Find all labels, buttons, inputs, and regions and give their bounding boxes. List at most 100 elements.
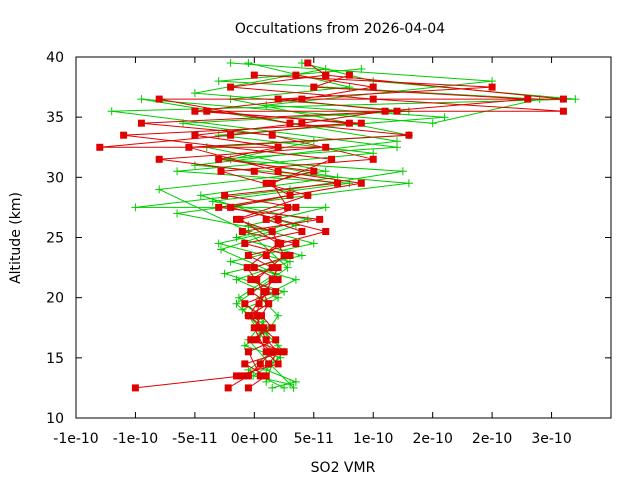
data-point: [488, 83, 496, 91]
data-point: [221, 191, 229, 199]
data-point: [244, 372, 252, 380]
data-point: [345, 71, 353, 79]
data-point: [292, 240, 300, 247]
data-point: [262, 348, 270, 356]
data-point: [244, 59, 253, 67]
data-point: [274, 264, 282, 272]
data-point: [256, 360, 264, 368]
data-point: [243, 264, 251, 272]
data-point: [268, 276, 276, 284]
data-point: [265, 360, 273, 368]
data-point: [274, 348, 282, 356]
data-point: [173, 209, 182, 218]
data-point: [284, 203, 292, 211]
data-point: [322, 228, 330, 235]
data-point: [215, 155, 223, 163]
x-tick-label: 3e-10: [531, 431, 571, 447]
data-point: [268, 264, 276, 272]
data-point: [274, 360, 282, 368]
data-point: [559, 95, 567, 103]
data-point: [292, 203, 300, 211]
data-point: [253, 336, 261, 344]
data-point: [393, 107, 401, 115]
data-point: [250, 71, 258, 79]
data-point: [262, 101, 271, 110]
chart-title: Occultations from 2026-04-04: [235, 21, 445, 37]
data-point: [265, 300, 273, 308]
data-point: [440, 113, 449, 122]
series-line: [157, 62, 409, 383]
data-point: [232, 299, 241, 308]
y-axis-label: Altitude (km): [8, 192, 24, 284]
data-point: [321, 203, 330, 212]
data-point: [244, 348, 252, 356]
y-tick-label: 30: [46, 170, 64, 186]
data-point: [268, 228, 276, 235]
y-tick-label: 10: [46, 411, 64, 427]
data-point: [214, 239, 223, 248]
y-tick-label: 25: [46, 231, 64, 247]
data-point: [316, 215, 324, 223]
data-point: [203, 107, 211, 115]
data-point: [227, 83, 235, 91]
data-point: [393, 137, 401, 146]
data-point: [155, 185, 164, 194]
data-point: [262, 336, 270, 344]
data-point: [131, 203, 140, 212]
data-point: [260, 288, 268, 296]
data-point: [253, 312, 261, 320]
series-line: [141, 74, 493, 377]
data-point: [322, 143, 330, 151]
data-point: [260, 324, 268, 332]
x-tick-label: 0e+00: [231, 431, 278, 447]
data-point: [137, 95, 146, 104]
data-point: [274, 311, 283, 320]
data-point: [304, 191, 312, 199]
data-point: [262, 372, 270, 380]
y-tick-label: 20: [46, 291, 64, 307]
data-point: [234, 293, 243, 302]
data-point: [321, 167, 330, 176]
data-point: [247, 288, 255, 296]
data-point: [227, 203, 235, 211]
x-tick-label: -5e-11: [172, 431, 217, 447]
data-point: [309, 239, 318, 248]
data-point: [298, 228, 306, 235]
data-point: [262, 252, 270, 259]
data-point: [190, 89, 199, 98]
data-point: [155, 155, 163, 163]
data-point: [272, 336, 280, 344]
data-point: [268, 324, 276, 332]
data-point: [173, 167, 182, 176]
data-point: [244, 384, 252, 392]
data-point: [286, 119, 294, 127]
data-point: [226, 257, 235, 266]
data-point: [155, 95, 163, 103]
y-tick-label: 15: [46, 351, 64, 367]
data-point: [369, 155, 377, 163]
data-point: [247, 336, 255, 344]
data-point: [214, 77, 223, 86]
x-tick-label: 2e-10: [472, 431, 512, 447]
data-point: [250, 167, 258, 175]
data-point: [274, 167, 282, 175]
data-point: [334, 179, 342, 187]
data-point: [310, 83, 318, 91]
data-point: [428, 119, 437, 128]
data-point: [274, 240, 282, 247]
data-point: [233, 372, 240, 380]
data-point: [191, 107, 199, 115]
data-point: [232, 233, 241, 242]
data-point: [369, 83, 377, 91]
data-point: [241, 360, 249, 368]
data-point: [286, 252, 294, 259]
data-point: [241, 240, 249, 247]
data-point: [238, 228, 246, 235]
data-point: [303, 215, 312, 224]
x-axis-label: SO2 VMR: [311, 460, 376, 476]
data-point: [357, 119, 365, 127]
data-point: [280, 348, 288, 356]
data-point: [179, 119, 187, 128]
